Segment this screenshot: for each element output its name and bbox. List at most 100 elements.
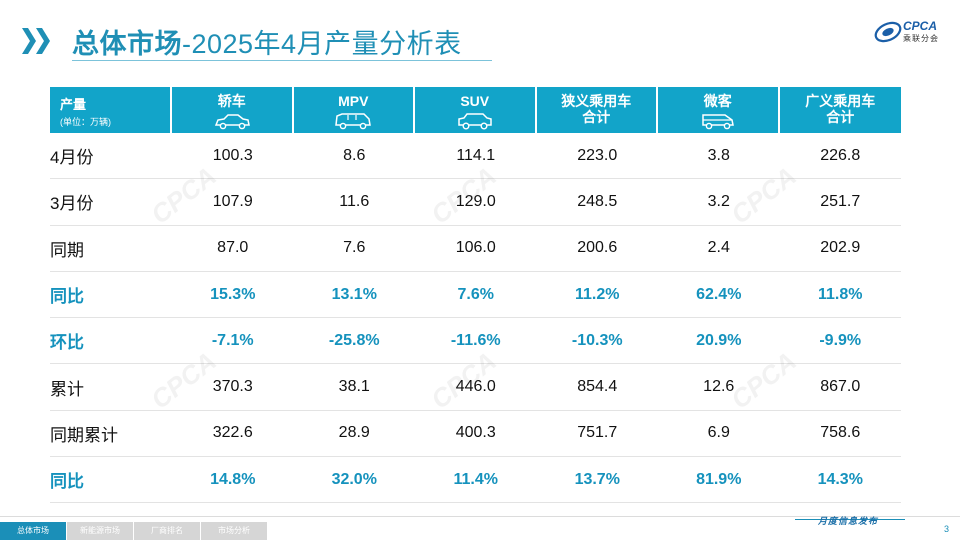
nav-tab-nev[interactable]: 新能源市场 bbox=[67, 522, 133, 540]
corner-label: 产量 bbox=[60, 97, 87, 112]
table-cell: 6.9 bbox=[707, 424, 730, 442]
column-header-sedan: 轿车 bbox=[172, 87, 294, 133]
table-cell: 7.6 bbox=[343, 239, 366, 257]
table-cell: 11.8% bbox=[818, 285, 863, 303]
table-cell: 106.0 bbox=[455, 239, 496, 257]
table-cell: 14.3% bbox=[817, 470, 863, 488]
nav-tab-ranking[interactable]: 厂商排名 bbox=[134, 522, 200, 540]
table-cell: 251.7 bbox=[820, 192, 861, 210]
logo-subtitle: 乘联分会 bbox=[903, 34, 939, 43]
row-label: 同比 bbox=[50, 472, 84, 492]
footer-divider bbox=[0, 516, 960, 517]
table-cell: -10.3% bbox=[571, 331, 623, 349]
table-cell: 202.9 bbox=[820, 239, 861, 257]
column-label: MPV bbox=[338, 93, 369, 109]
table-cell: 3.2 bbox=[707, 192, 730, 210]
table-cell: 7.6% bbox=[457, 285, 494, 303]
production-table: 产量 (单位：万辆) 轿车 MPV SUV 狭义乘用车 合计 微客 广义乘用车 … bbox=[50, 87, 901, 504]
row-label: 环比 bbox=[50, 333, 84, 353]
row-label: 同期 bbox=[50, 240, 84, 260]
title-underline bbox=[72, 60, 492, 61]
table-cell: 322.6 bbox=[212, 424, 253, 442]
table-cell: 38.1 bbox=[338, 378, 370, 396]
table-cell: -25.8% bbox=[328, 331, 380, 349]
table-cell: 15.3% bbox=[210, 285, 256, 303]
table-cell: 11.2% bbox=[575, 285, 620, 303]
table-cell: 248.5 bbox=[577, 192, 618, 210]
row-label: 3月份 bbox=[50, 194, 94, 214]
row-label: 4月份 bbox=[50, 148, 94, 168]
logo-text: CPCA bbox=[903, 19, 938, 33]
mpv-icon bbox=[335, 113, 372, 130]
chevron-right-icon bbox=[36, 28, 50, 54]
table-row-prior-cumulative: 同期累计 322.6 28.9 400.3 751.7 6.9 758.6 bbox=[50, 411, 901, 458]
table-cell: 226.8 bbox=[820, 146, 861, 164]
footer-label: 月度信息发布 bbox=[818, 516, 879, 526]
nav-tab-analysis[interactable]: 市场分析 bbox=[201, 522, 267, 540]
table-cell: 11.6 bbox=[339, 192, 370, 210]
table-cell: -9.9% bbox=[819, 331, 862, 349]
header-corner: 产量 (单位：万辆) bbox=[50, 87, 172, 133]
column-label: 广义乘用车 bbox=[805, 93, 876, 109]
column-label-line2: 合计 bbox=[826, 109, 855, 125]
table-cell: 400.3 bbox=[455, 424, 496, 442]
table-cell: 32.0% bbox=[331, 470, 377, 488]
row-label: 累计 bbox=[50, 379, 84, 399]
table-cell: 223.0 bbox=[577, 146, 618, 164]
table-cell: 14.8% bbox=[210, 470, 256, 488]
table-cell: 11.4% bbox=[453, 470, 498, 488]
table-row-march: 3月份 107.9 11.6 129.0 248.5 3.2 251.7 bbox=[50, 179, 901, 226]
sedan-icon bbox=[214, 114, 250, 130]
suv-icon bbox=[458, 113, 492, 130]
minivan-icon bbox=[702, 114, 734, 130]
slide-header: 总体市场-2025年4月产量分析表 CPCA 乘联分会 bbox=[0, 0, 960, 70]
column-label: 狭义乘用车 bbox=[561, 93, 632, 109]
table-row-cumulative-yoy: 同比 14.8% 32.0% 11.4% 13.7% 81.9% 14.3% bbox=[50, 457, 901, 504]
table-row-mom: 环比 -7.1% -25.8% -11.6% -10.3% 20.9% -9.9… bbox=[50, 318, 901, 365]
table-cell: 62.4% bbox=[696, 285, 742, 303]
column-label: 轿车 bbox=[217, 93, 246, 109]
table-row-april: 4月份 100.3 8.6 114.1 223.0 3.8 226.8 bbox=[50, 133, 901, 180]
column-label: SUV bbox=[460, 93, 490, 109]
table-cell: 854.4 bbox=[577, 378, 618, 396]
table-cell: 13.7% bbox=[574, 470, 620, 488]
table-cell: 758.6 bbox=[820, 424, 861, 442]
table-row-cumulative: 累计 370.3 38.1 446.0 854.4 12.6 867.0 bbox=[50, 364, 901, 411]
column-header-minivan: 微客 bbox=[658, 87, 780, 133]
row-label: 同比 bbox=[50, 287, 84, 307]
column-header-narrow-total: 狭义乘用车 合计 bbox=[537, 87, 658, 133]
table-cell: 20.9% bbox=[696, 331, 742, 349]
table-header: 产量 (单位：万辆) 轿车 MPV SUV 狭义乘用车 合计 微客 广义乘用车 … bbox=[50, 87, 901, 133]
column-label: 微客 bbox=[703, 93, 732, 109]
table-cell: 129.0 bbox=[455, 192, 496, 210]
table-cell: 28.9 bbox=[338, 424, 370, 442]
table-cell: 114.1 bbox=[456, 146, 496, 164]
title-rest: -2025年4月产量分析表 bbox=[182, 29, 462, 59]
table-cell: 370.3 bbox=[212, 378, 253, 396]
row-label: 同期累计 bbox=[50, 425, 118, 445]
footer-accent-line bbox=[795, 519, 905, 520]
page-title: 总体市场-2025年4月产量分析表 bbox=[72, 22, 462, 61]
page-number: 3 bbox=[944, 524, 950, 534]
table-cell: 200.6 bbox=[577, 239, 618, 257]
title-bold: 总体市场 bbox=[72, 29, 182, 59]
table-cell: 87.0 bbox=[217, 239, 249, 257]
nav-tab-overall[interactable]: 总体市场 bbox=[0, 522, 66, 540]
column-label-line2: 合计 bbox=[582, 109, 611, 125]
table-cell: 2.4 bbox=[707, 239, 730, 257]
chevron-right-icon bbox=[22, 28, 36, 54]
column-header-broad-total: 广义乘用车 合计 bbox=[780, 87, 902, 133]
table-cell: 8.6 bbox=[343, 146, 366, 164]
table-cell: 3.8 bbox=[707, 146, 730, 164]
cpca-logo-icon bbox=[874, 21, 902, 43]
section-nav: 总体市场 新能源市场 厂商排名 市场分析 bbox=[0, 522, 268, 540]
table-row-prior-year: 同期 87.0 7.6 106.0 200.6 2.4 202.9 bbox=[50, 226, 901, 272]
table-cell: -7.1% bbox=[211, 331, 254, 349]
table-cell: 867.0 bbox=[820, 378, 861, 396]
table-cell: 446.0 bbox=[455, 378, 496, 396]
table-cell: 100.3 bbox=[212, 146, 253, 164]
corner-unit: (单位：万辆) bbox=[60, 117, 111, 127]
column-header-mpv: MPV bbox=[294, 87, 415, 133]
table-row-yoy: 同比 15.3% 13.1% 7.6% 11.2% 62.4% 11.8% bbox=[50, 272, 901, 319]
table-cell: 12.6 bbox=[703, 378, 735, 396]
